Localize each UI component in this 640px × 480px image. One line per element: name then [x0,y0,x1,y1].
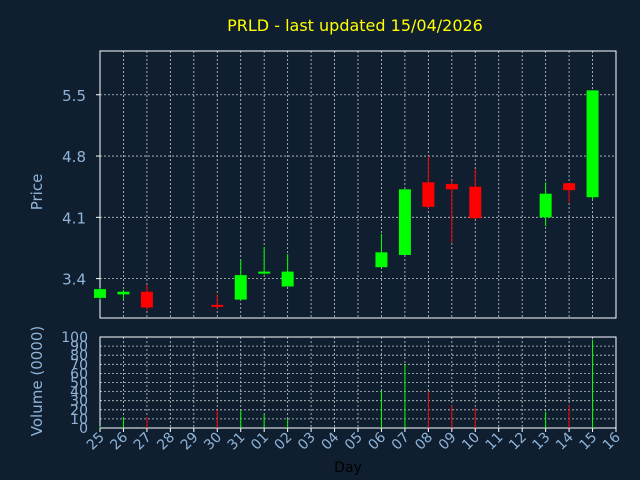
price-plot-frame [99,50,617,319]
candle-body [140,291,153,308]
candle-body [469,186,482,219]
candle-body [445,184,458,190]
price-panel: 3.4 4.1 4.8 5.5 [62,50,617,319]
chart-title: PRLD - last updated 15/04/2026 [227,16,483,35]
volume-y-tick-label: 80 [70,348,88,364]
candle-body [375,252,388,268]
x-axis-label: Day [334,460,362,476]
candle-body [117,291,130,295]
x-tick-label: 10 [459,430,483,454]
volume-y-tick-label: 20 [70,403,88,419]
volume-y-tick-label: 60 [70,366,88,382]
x-tick-label: 09 [436,430,460,454]
volume-y-tick-label: 50 [70,376,88,392]
volume-axis-label: Volume (0000) [28,326,46,436]
volume-y-tick-label: 70 [70,357,88,373]
candle-body [539,193,552,218]
x-tick-label: 01 [248,430,272,454]
x-tick-label: 04 [318,429,342,453]
x-tick-label: 07 [389,430,413,454]
x-tick-label: 27 [131,430,155,454]
candle-body [586,90,599,198]
x-tick-label: 05 [342,430,366,454]
price-y-tick-label: 4.1 [62,209,86,227]
x-tick-label: 06 [365,429,389,453]
candle-body [234,275,247,300]
volume-y-tick-label: 40 [70,385,88,401]
candle-body [398,189,411,255]
x-tick-label: 12 [506,430,530,454]
candle-body [422,182,435,207]
x-tick-label: 13 [530,430,554,454]
price-y-tick-label: 4.8 [62,148,86,166]
candle-body [211,304,224,307]
x-tick-label: 15 [576,430,600,454]
x-tick-label: 29 [178,430,202,454]
volume-y-tick-label: 30 [70,394,88,410]
x-tick-label: 11 [483,430,507,454]
x-tick-label: 26 [107,429,131,453]
candle-body [281,271,294,287]
x-tick-label: 31 [225,430,249,454]
volume-y-tick-label: 90 [70,339,88,355]
candle-body [563,183,576,191]
x-tick-label: 28 [154,430,178,454]
x-tick-label: 16 [600,429,624,453]
price-y-tick-label: 3.4 [62,271,86,289]
x-tick-label: 02 [272,430,296,454]
volume-y-tick-label: 10 [70,412,88,428]
candle-body [258,271,271,274]
price-y-tick-label: 5.5 [62,87,86,105]
volume-y-tick-label: 100 [61,330,88,346]
volume-y-tick-label: 0 [79,421,88,437]
x-tick-label: 03 [295,430,319,454]
candle-body [94,289,106,298]
x-tick-label: 30 [201,430,225,454]
price-axis-label: Price [28,174,46,211]
x-tick-label: 14 [553,429,577,453]
x-tick-label: 08 [412,430,436,454]
